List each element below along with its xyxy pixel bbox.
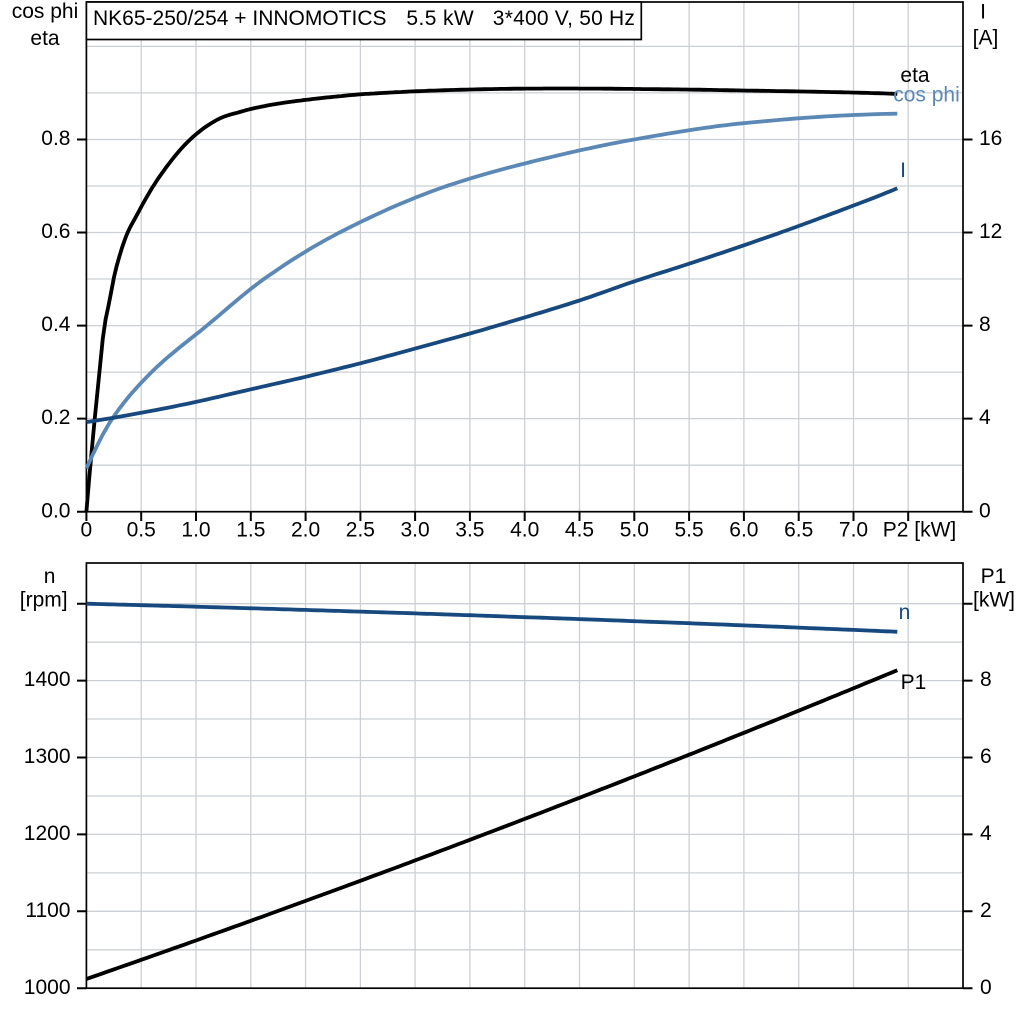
svg-text:1.0: 1.0 <box>181 519 210 542</box>
svg-text:1100: 1100 <box>25 899 70 922</box>
svg-text:1400: 1400 <box>24 668 71 691</box>
svg-text:P1: P1 <box>901 671 927 694</box>
svg-text:0.5: 0.5 <box>127 519 156 542</box>
svg-text:5.0: 5.0 <box>620 519 649 542</box>
svg-text:8: 8 <box>980 668 992 691</box>
svg-text:5.5 kW: 5.5 kW <box>406 7 473 30</box>
svg-text:4: 4 <box>979 406 991 429</box>
svg-text:P2 [kW]: P2 [kW] <box>883 519 957 542</box>
svg-text:3.5: 3.5 <box>455 519 484 542</box>
svg-text:0.4: 0.4 <box>41 313 71 336</box>
svg-text:0: 0 <box>81 519 93 542</box>
svg-text:5.5: 5.5 <box>674 519 703 542</box>
svg-text:NK65-250/254 + INNOMOTICS: NK65-250/254 + INNOMOTICS <box>93 7 387 30</box>
svg-text:0: 0 <box>979 499 991 522</box>
svg-text:n: n <box>899 601 911 624</box>
svg-text:3.0: 3.0 <box>400 519 429 542</box>
svg-text:P1: P1 <box>981 565 1007 588</box>
svg-text:8: 8 <box>979 313 991 336</box>
svg-text:0.6: 0.6 <box>41 220 70 243</box>
svg-text:4.5: 4.5 <box>565 519 594 542</box>
svg-text:6.5: 6.5 <box>784 519 813 542</box>
svg-text:3*400 V, 50 Hz: 3*400 V, 50 Hz <box>493 7 635 30</box>
svg-text:12: 12 <box>979 220 1002 243</box>
svg-text:2.0: 2.0 <box>291 519 320 542</box>
svg-text:1000: 1000 <box>24 976 71 999</box>
svg-text:1200: 1200 <box>24 822 71 845</box>
svg-text:[A]: [A] <box>973 27 999 50</box>
svg-text:1.5: 1.5 <box>236 519 265 542</box>
svg-text:6.0: 6.0 <box>729 519 758 542</box>
svg-text:6: 6 <box>980 745 992 768</box>
svg-text:7.0: 7.0 <box>839 519 868 542</box>
svg-text:2.5: 2.5 <box>346 519 375 542</box>
svg-text:[rpm]: [rpm] <box>20 589 68 612</box>
svg-text:2: 2 <box>980 899 992 922</box>
svg-text:eta: eta <box>30 27 60 50</box>
svg-text:cos phi: cos phi <box>893 84 960 107</box>
svg-text:16: 16 <box>979 127 1002 150</box>
svg-text:1300: 1300 <box>24 745 71 768</box>
svg-text:I: I <box>980 1 986 24</box>
svg-text:eta: eta <box>900 64 930 87</box>
svg-text:0.2: 0.2 <box>41 406 70 429</box>
svg-text:[kW]: [kW] <box>973 589 1015 612</box>
svg-text:0: 0 <box>980 976 992 999</box>
svg-text:cos phi: cos phi <box>12 0 79 23</box>
svg-text:I: I <box>900 159 906 182</box>
svg-text:n: n <box>44 565 56 588</box>
svg-text:0.0: 0.0 <box>41 499 70 522</box>
svg-text:4.0: 4.0 <box>510 519 539 542</box>
svg-text:4: 4 <box>980 822 992 845</box>
svg-text:0.8: 0.8 <box>41 127 70 150</box>
